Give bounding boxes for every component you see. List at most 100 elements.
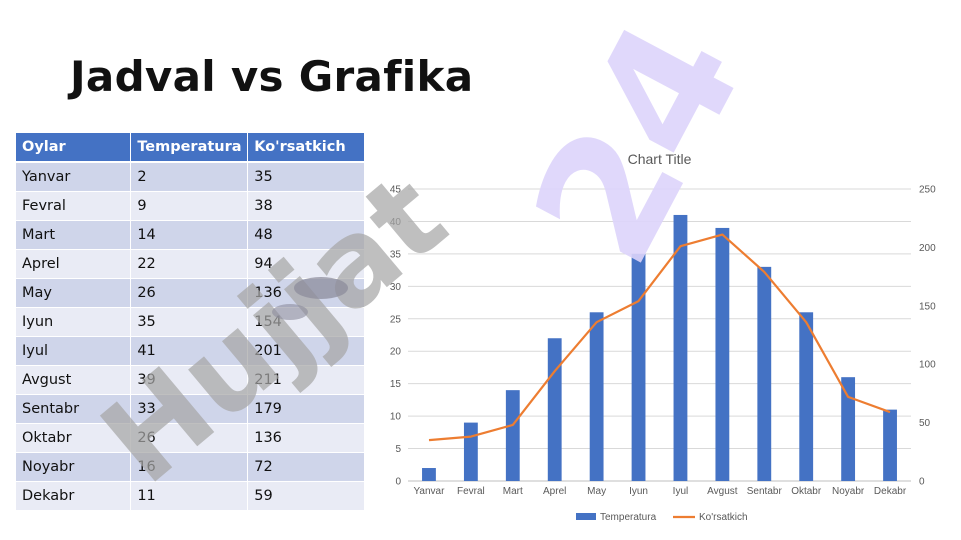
table-cell: 41 bbox=[130, 336, 249, 366]
y-right-tick-label: 250 bbox=[919, 185, 936, 196]
table-cell: 211 bbox=[247, 365, 365, 395]
y-left-tick-label: 30 bbox=[390, 282, 402, 293]
legend-label-temperatura: Temperatura bbox=[600, 512, 657, 523]
table-cell: Sentabr bbox=[14, 394, 132, 424]
x-tick-label: Oktabr bbox=[791, 486, 822, 497]
y-left-tick-label: 15 bbox=[390, 379, 402, 390]
column-header: Oylar bbox=[14, 132, 132, 163]
table-cell: 59 bbox=[247, 481, 365, 511]
table-row: Fevral 9 38 bbox=[14, 191, 365, 221]
bar-oktabr bbox=[799, 312, 814, 481]
table-cell: Dekabr bbox=[14, 481, 132, 511]
table-cell: 26 bbox=[130, 278, 249, 308]
table-cell: 179 bbox=[247, 394, 365, 424]
table-cell: 48 bbox=[247, 220, 365, 250]
table-cell: 35 bbox=[130, 307, 249, 337]
x-tick-label: Iyun bbox=[629, 486, 648, 497]
table-row: Mart 14 48 bbox=[14, 220, 365, 250]
table-cell: 26 bbox=[130, 423, 249, 453]
y-right-tick-label: 100 bbox=[919, 360, 936, 371]
x-tick-label: Dekabr bbox=[874, 486, 907, 497]
table-row: Dekabr 11 59 bbox=[14, 481, 365, 511]
x-tick-label: Aprel bbox=[543, 486, 566, 497]
table-cell: 38 bbox=[247, 191, 365, 221]
table-cell: Fevral bbox=[14, 191, 132, 221]
table-cell: 154 bbox=[247, 307, 365, 337]
table-row: Iyul 41 201 bbox=[14, 336, 365, 366]
table-row: May 26 136 bbox=[14, 278, 365, 308]
table-cell: 2 bbox=[130, 161, 249, 192]
bar-may bbox=[589, 312, 604, 481]
table-cell: 136 bbox=[247, 278, 365, 308]
table-cell: Oktabr bbox=[14, 423, 132, 453]
table-row: Sentabr 33 179 bbox=[14, 394, 365, 424]
table-cell: 94 bbox=[247, 249, 365, 279]
y-left-tick-label: 20 bbox=[390, 347, 402, 358]
y-left-tick-label: 25 bbox=[390, 314, 402, 325]
y-left-tick-label: 45 bbox=[390, 185, 402, 196]
bar-aprel bbox=[547, 338, 562, 481]
y-left-tick-label: 0 bbox=[395, 477, 401, 488]
bar-avgust bbox=[715, 227, 730, 481]
bar-dekabr bbox=[883, 409, 897, 481]
x-tick-label: Sentabr bbox=[747, 486, 783, 497]
table-row: Avgust 39 211 bbox=[14, 365, 365, 395]
y-right-tick-label: 150 bbox=[919, 301, 936, 312]
table-cell: 14 bbox=[130, 220, 249, 250]
combo-chart: Chart Title 0 5 10 15 20 25 30 35 40 45 0 50 100 150 20… bbox=[390, 151, 936, 523]
y-left-tick-label: 40 bbox=[390, 217, 402, 228]
column-header: Temperatura bbox=[130, 132, 249, 163]
table-row: Noyabr 16 72 bbox=[14, 452, 365, 482]
bar-iyun bbox=[631, 253, 646, 481]
legend-swatch-temperatura bbox=[576, 513, 596, 520]
y-right-tick-label: 0 bbox=[919, 477, 925, 488]
table-cell: 39 bbox=[130, 365, 249, 395]
x-tick-label: Iyul bbox=[673, 486, 689, 497]
x-tick-label: Noyabr bbox=[832, 486, 865, 497]
y-left-tick-label: 10 bbox=[390, 412, 402, 423]
table-cell: 136 bbox=[247, 423, 365, 453]
table-cell: 35 bbox=[247, 161, 365, 192]
slide-title: Jadval vs Grafika bbox=[70, 52, 474, 101]
table-row: Aprel 22 94 bbox=[14, 249, 365, 279]
bar-iyul bbox=[673, 214, 688, 481]
table-cell: 72 bbox=[247, 452, 365, 482]
y-left-tick-label: 5 bbox=[395, 444, 401, 455]
bar-fevral bbox=[463, 422, 478, 481]
table-row: Oktabr 26 136 bbox=[14, 423, 365, 453]
bar-mart bbox=[505, 390, 520, 481]
table-row: Iyun 35 154 bbox=[14, 307, 365, 337]
x-tick-label: Mart bbox=[503, 486, 523, 497]
table-cell: Aprel bbox=[14, 249, 132, 279]
x-tick-label: Avgust bbox=[707, 486, 738, 497]
table-header-row: Oylar Temperatura Ko'rsatkich bbox=[14, 132, 365, 163]
y-right-tick-label: 50 bbox=[919, 418, 931, 429]
y-right-tick-label: 200 bbox=[919, 243, 936, 254]
table-cell: 22 bbox=[130, 249, 249, 279]
table-cell: 33 bbox=[130, 394, 249, 424]
table-cell: Iyul bbox=[14, 336, 132, 366]
table-cell: Mart bbox=[14, 220, 132, 250]
y-left-tick-label: 35 bbox=[390, 249, 402, 260]
table-cell: 201 bbox=[247, 336, 365, 366]
bar-noyabr bbox=[841, 377, 856, 481]
table-row: Yanvar 2 35 bbox=[14, 161, 365, 192]
table-cell: 11 bbox=[130, 481, 249, 511]
table-cell: Iyun bbox=[14, 307, 132, 337]
x-tick-label: May bbox=[587, 486, 606, 497]
table-cell: Yanvar bbox=[14, 161, 132, 192]
x-tick-label: Fevral bbox=[457, 486, 485, 497]
data-table: Oylar Temperatura Ko'rsatkich Yanvar 2 3… bbox=[14, 132, 365, 511]
table-cell: 16 bbox=[130, 452, 249, 482]
line-korsatkich bbox=[428, 233, 891, 442]
table-cell: May bbox=[14, 278, 132, 308]
column-header: Ko'rsatkich bbox=[247, 132, 365, 163]
table-cell: Noyabr bbox=[14, 452, 132, 482]
bar-yanvar bbox=[422, 468, 436, 481]
chart-title: Chart Title bbox=[628, 151, 692, 167]
table-cell: 9 bbox=[130, 191, 249, 221]
legend-label-korsatkich: Ko'rsatkich bbox=[699, 512, 748, 523]
table-cell: Avgust bbox=[14, 365, 132, 395]
bar-sentabr bbox=[757, 266, 772, 481]
x-tick-label: Yanvar bbox=[413, 486, 445, 497]
